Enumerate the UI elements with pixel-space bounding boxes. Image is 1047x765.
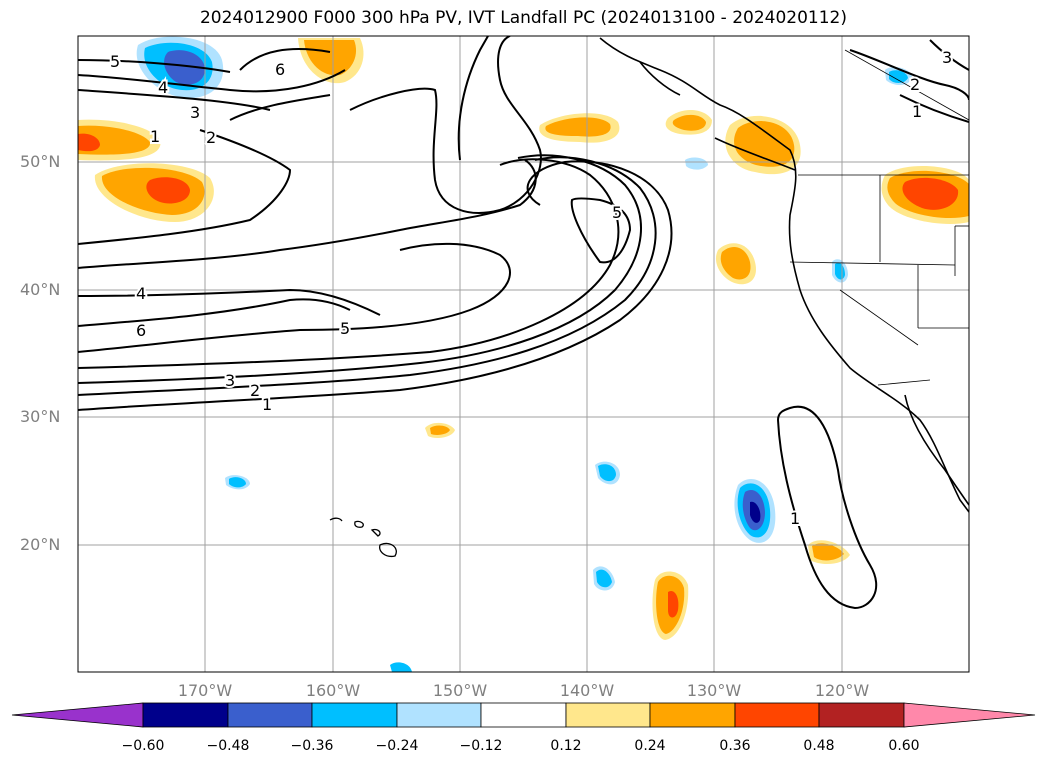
contour-label: 3 (225, 371, 235, 390)
lon-label-170w: 170°W (177, 681, 233, 700)
contour-label: 2 (250, 381, 260, 400)
colorbar-tick: −0.36 (290, 738, 334, 754)
map-title: 2024012900 F000 300 hPa PV, IVT Landfall… (199, 8, 847, 28)
contour-label: 2 (206, 128, 216, 147)
coastlines (599, 37, 969, 513)
colorbar-tick: −0.60 (121, 738, 165, 754)
lon-label-120w: 120°W (814, 681, 870, 700)
contour-label: 4 (136, 284, 146, 303)
colorbar-tick: 0.60 (888, 738, 920, 754)
lon-label-130w: 130°W (686, 681, 742, 700)
colorbar-tick: −0.48 (206, 738, 250, 754)
colorbar-bin (734, 702, 820, 728)
lat-label-20n: 20°N (20, 535, 61, 554)
lon-label-160w: 160°W (305, 681, 361, 700)
contour-label: 1 (790, 509, 800, 528)
contour-label: 5 (110, 52, 120, 71)
colorbar-bin (311, 702, 398, 728)
neg-anomaly-small4 (685, 157, 708, 170)
colorbar (11, 702, 1036, 728)
colorbar-extend-high (903, 702, 1036, 728)
graticule (78, 36, 969, 672)
colorbar-tick: 0.36 (719, 738, 751, 754)
colorbar-bin (227, 702, 313, 728)
colorbar-tick: 0.24 (634, 738, 666, 754)
hawaii-islands (329, 517, 397, 558)
pv-shading (78, 36, 969, 672)
pv-contours (78, 36, 969, 610)
contour-label: 3 (190, 103, 200, 122)
lat-label-40n: 40°N (20, 280, 61, 299)
neg-anomaly-small7 (390, 662, 412, 672)
colorbar-bin (396, 702, 482, 728)
lat-label-50n: 50°N (20, 152, 61, 171)
contour-label: 5 (612, 203, 622, 222)
contour-label: 5 (340, 319, 350, 338)
map-frame (77, 35, 970, 673)
colorbar-bin (480, 702, 567, 728)
contour-label: 1 (262, 395, 272, 414)
contour-label: 1 (150, 127, 160, 146)
colorbar-tick: 0.12 (550, 738, 582, 754)
colorbar-tick: −0.24 (375, 738, 419, 754)
contour-label: 3 (942, 48, 952, 67)
contour-label: 1 (912, 102, 922, 121)
lon-label-140w: 140°W (559, 681, 615, 700)
political-borders (789, 49, 969, 386)
colorbar-bin (565, 702, 651, 728)
contour-label: 4 (158, 78, 168, 97)
colorbar-tick: −0.12 (459, 738, 503, 754)
contour-label: 2 (910, 75, 920, 94)
contour-label-group: 5 4 3 2 1 6 4 6 5 3 2 1 5 1 2 1 3 (108, 46, 954, 530)
contour-label: 6 (136, 321, 146, 340)
colorbar-bin (818, 702, 905, 728)
contour-label: 6 (275, 60, 285, 79)
lon-label-150w: 150°W (432, 681, 488, 700)
colorbar-bin (142, 702, 229, 728)
colorbar-bin (649, 702, 736, 728)
lat-label-30n: 30°N (20, 407, 61, 426)
colorbar-tick: 0.48 (803, 738, 835, 754)
colorbar-extend-low (11, 702, 144, 728)
